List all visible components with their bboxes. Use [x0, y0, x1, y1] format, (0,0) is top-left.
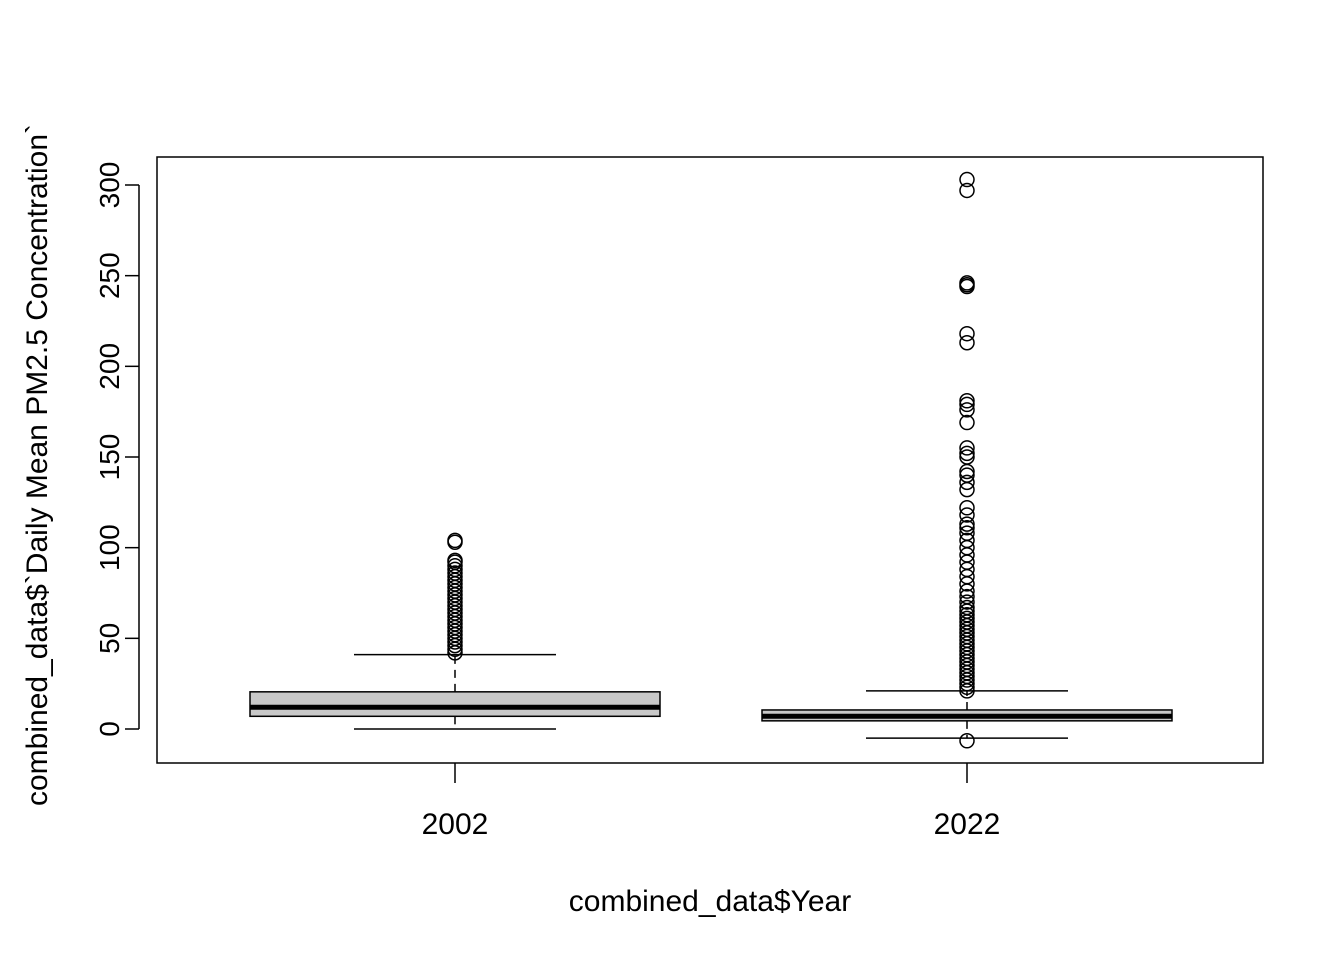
y-tick-label: 200 [94, 343, 125, 390]
outlier-point [959, 599, 975, 616]
x-tick-label: 2022 [934, 808, 1001, 841]
y-axis-label: combined_data$`Daily Mean PM2.5 Concentr… [21, 124, 54, 806]
outlier-point [959, 532, 975, 549]
outlier-point [959, 393, 975, 409]
outlier-point [959, 445, 975, 462]
y-tick-label: 50 [94, 623, 125, 654]
plot-frame [156, 156, 1264, 764]
outlier-point [447, 558, 463, 574]
y-axis: 0 50 100 150 200 250 300 [94, 162, 140, 737]
outlier-point [959, 507, 975, 523]
y-tick-label: 150 [94, 434, 125, 481]
outlier-point [447, 565, 463, 581]
y-tick-label: 250 [94, 252, 125, 299]
outlier-point [447, 552, 463, 569]
x-axis: 2002 2022 [422, 763, 1001, 841]
outlier-point [959, 516, 975, 532]
outlier-point [447, 532, 463, 549]
outlier-point [959, 610, 975, 627]
outlier-point [959, 500, 975, 516]
outlier-point [959, 463, 975, 480]
outlier-point [959, 467, 975, 483]
y-tick-label: 300 [94, 162, 125, 209]
boxes-group [249, 171, 1173, 749]
outlier-point [959, 607, 975, 623]
outlier-point [959, 325, 975, 342]
outlier-point [959, 275, 975, 291]
outlier-point [959, 525, 975, 541]
outlier-point [959, 449, 975, 465]
outlier-point [959, 474, 975, 491]
box-iqr [249, 691, 661, 718]
box-2002 [249, 532, 661, 730]
outlier-point [959, 594, 975, 610]
outlier-point [959, 402, 975, 418]
outlier-point [959, 335, 975, 351]
outlier-point [959, 171, 975, 188]
outlier-point [959, 519, 975, 536]
box-2022 [761, 171, 1173, 749]
outlier-point [959, 182, 975, 199]
outlier-point [959, 588, 975, 605]
y-tick-label: 100 [94, 524, 125, 571]
x-axis-label: combined_data$Year [569, 885, 851, 918]
outlier-point [959, 396, 975, 413]
x-tick-label: 2002 [422, 808, 489, 841]
y-tick-label: 0 [94, 721, 125, 737]
outlier-point [959, 440, 975, 456]
outlier-point [959, 414, 975, 431]
outlier-point [959, 733, 975, 749]
outlier-point [447, 561, 463, 578]
